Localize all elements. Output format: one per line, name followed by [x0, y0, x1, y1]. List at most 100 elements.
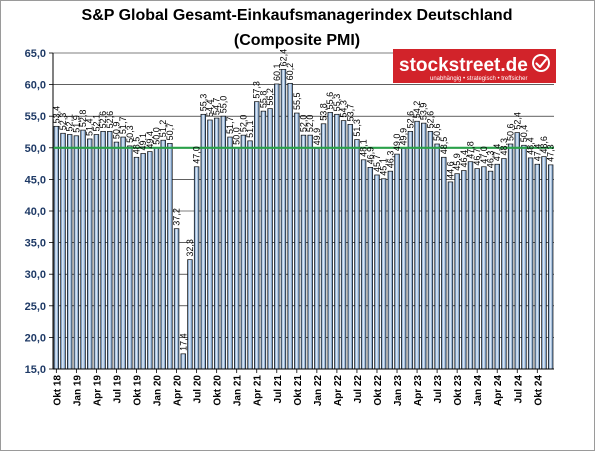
x-tick-label: Okt 21 — [293, 375, 304, 406]
bar — [394, 153, 400, 370]
data-label: 54,2 — [412, 101, 422, 119]
data-label: 49,0 — [392, 134, 402, 152]
data-label: 48,4 — [526, 137, 536, 155]
data-label: 46,3 — [486, 151, 496, 169]
bar — [294, 112, 300, 370]
y-tick-label: 35,0 — [25, 238, 46, 250]
bar — [193, 166, 200, 370]
data-label: 52,0 — [299, 115, 309, 133]
data-label: 55,3 — [198, 94, 208, 112]
bar — [247, 140, 253, 370]
bar — [100, 131, 106, 370]
bar — [481, 166, 487, 370]
bar — [120, 136, 126, 370]
x-tick-label: Jan 20 — [153, 375, 164, 407]
bar — [200, 113, 206, 370]
bar — [387, 170, 394, 370]
data-label: 53,4 — [51, 106, 61, 124]
data-label: 57,3 — [252, 81, 262, 99]
data-label: 48,1 — [359, 139, 369, 157]
x-tick-label: Jul 19 — [112, 375, 123, 404]
bar — [380, 178, 387, 370]
data-label: 62,4 — [278, 49, 288, 67]
x-tick-label: Jul 22 — [353, 375, 364, 404]
bar — [207, 119, 213, 370]
bar — [180, 353, 186, 370]
data-label: 50,4 — [519, 125, 529, 143]
bar — [80, 129, 86, 370]
bar — [354, 139, 360, 370]
y-tick-label: 50,0 — [25, 143, 46, 155]
x-tick-label: Apr 19 — [92, 375, 103, 407]
bar — [280, 69, 287, 370]
data-label: 60,1 — [272, 63, 282, 81]
bar — [340, 120, 347, 370]
bar — [93, 134, 100, 370]
x-tick-label: Jan 19 — [72, 375, 83, 407]
bar — [153, 147, 160, 370]
data-label: 56,2 — [265, 88, 275, 106]
data-label: 49,1 — [138, 133, 148, 151]
bar — [407, 131, 414, 370]
data-label: 54,7 — [212, 98, 222, 116]
bar — [254, 101, 260, 370]
x-tick-label: Apr 24 — [493, 375, 504, 407]
bar — [454, 173, 460, 370]
data-label: 52,3 — [58, 113, 68, 131]
x-tick-label: Okt 18 — [52, 375, 63, 406]
bar — [127, 145, 133, 370]
x-tick-label: Okt 24 — [533, 375, 544, 406]
data-label: 55,8 — [258, 91, 268, 109]
bar — [447, 181, 454, 370]
data-label: 48,3 — [499, 138, 509, 156]
data-label: 47,4 — [532, 144, 542, 162]
y-tick-label: 45,0 — [25, 174, 46, 186]
bar — [234, 147, 240, 370]
y-tick-label: 20,0 — [25, 332, 46, 344]
data-label: 45,9 — [452, 153, 462, 171]
data-label: 50,0 — [152, 127, 162, 145]
data-label: 50,7 — [165, 123, 175, 141]
bar — [107, 131, 113, 370]
data-label: 50,0 — [232, 127, 242, 145]
data-label: 52,6 — [105, 111, 115, 129]
bar — [507, 143, 514, 370]
bar — [347, 124, 353, 370]
y-tick-label: 15,0 — [25, 364, 46, 376]
checkmark-icon — [532, 54, 550, 72]
data-label: 47,0 — [479, 146, 489, 164]
x-tick-label: Jan 24 — [473, 375, 484, 407]
data-label: 52,6 — [425, 111, 435, 129]
x-tick-label: Apr 22 — [333, 375, 344, 407]
data-label: 60,2 — [285, 63, 295, 81]
x-tick-label: Okt 19 — [133, 375, 144, 406]
data-label: 52,8 — [78, 110, 88, 128]
bar — [474, 168, 480, 370]
bar — [133, 156, 140, 370]
x-tick-label: Okt 23 — [453, 375, 464, 406]
y-tick-label: 25,0 — [25, 301, 46, 313]
data-label: 52,1 — [65, 114, 75, 132]
data-label: 54,3 — [339, 100, 349, 118]
data-label: 51,7 — [225, 117, 235, 135]
data-label: 17,4 — [178, 333, 188, 351]
logo-background — [393, 49, 556, 83]
bar — [160, 139, 166, 370]
x-tick-label: Jul 24 — [513, 375, 524, 404]
data-label: 52,4 — [512, 112, 522, 130]
bar — [60, 132, 66, 370]
bar — [414, 120, 420, 370]
data-label: 48,5 — [439, 137, 449, 155]
bar — [167, 143, 173, 370]
data-label: 52,1 — [91, 114, 101, 132]
data-label: 48,5 — [132, 137, 142, 155]
data-label: 45,7 — [372, 154, 382, 172]
data-label: 55,5 — [292, 93, 302, 111]
x-tick-label: Jan 23 — [393, 375, 404, 407]
data-label: 53,9 — [419, 103, 429, 121]
x-tick-label: Apr 20 — [173, 375, 184, 407]
data-label: 47,4 — [492, 144, 502, 162]
data-label: 50,6 — [506, 123, 516, 141]
data-label: 52,0 — [238, 115, 248, 133]
data-label: 55,0 — [218, 96, 228, 114]
